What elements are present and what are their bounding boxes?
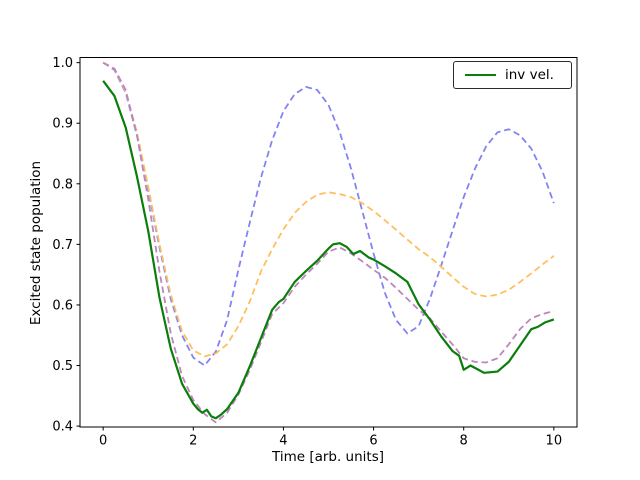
legend-line-sample — [465, 74, 496, 76]
x-tick-label: 2 — [189, 434, 197, 449]
y-tick-label: 0.9 — [52, 117, 73, 132]
y-axis-label: Excited state population — [28, 160, 44, 326]
x-axis-label: Time [arb. units] — [271, 449, 385, 465]
line-dashed-orange — [102, 61, 555, 358]
y-tick-label: 0.8 — [52, 177, 73, 192]
line-dashed-purple — [102, 61, 555, 424]
line-inv-vel — [102, 80, 555, 420]
x-tick-label: 10 — [546, 434, 563, 449]
x-tick-label: 8 — [460, 434, 468, 449]
x-tick-label: 4 — [279, 434, 287, 449]
y-tick-label: 0.6 — [52, 298, 73, 313]
y-tick-label: 0.5 — [52, 359, 73, 374]
legend-label: inv vel. — [505, 67, 554, 83]
y-tick-label: 0.7 — [52, 238, 73, 253]
y-tick-label: 1.0 — [52, 56, 73, 71]
legend: inv vel. — [453, 61, 572, 89]
y-tick-label: 0.4 — [52, 420, 73, 435]
axes-box — [79, 57, 578, 428]
line-dashed-blue — [102, 61, 555, 367]
x-tick-label: 6 — [369, 434, 377, 449]
x-tick-label: 0 — [99, 434, 107, 449]
